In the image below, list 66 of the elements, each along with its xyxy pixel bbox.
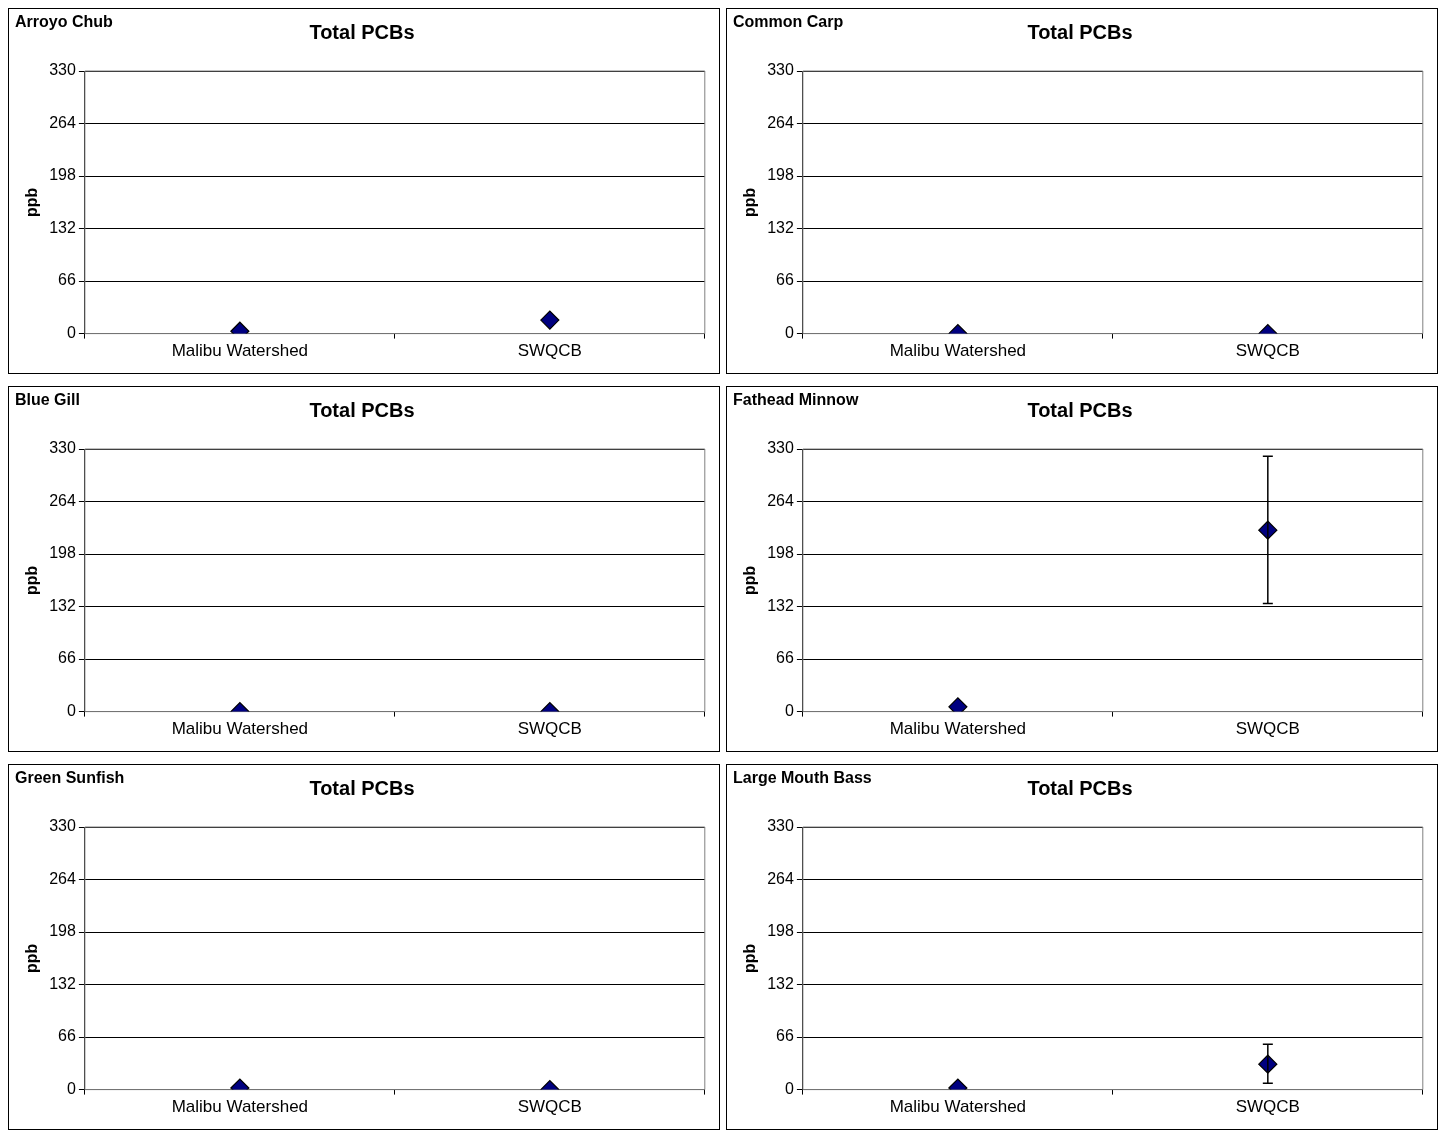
y-tick-label: 264 — [49, 869, 76, 887]
y-axis-title: ppb — [741, 187, 759, 217]
y-axis-title: ppb — [23, 565, 41, 595]
y-axis-title: ppb — [23, 187, 41, 217]
y-tick-label: 198 — [767, 544, 794, 562]
y-tick-label: 330 — [767, 817, 794, 835]
y-axis-title: ppb — [23, 943, 41, 973]
y-tick-label: 66 — [58, 1027, 76, 1045]
y-tick-label: 0 — [784, 324, 794, 342]
y-tick-label: 330 — [767, 439, 794, 457]
y-tick-label: 0 — [66, 702, 76, 720]
x-tick-label: Malibu Watershed — [889, 341, 1027, 361]
text: Blue Gill — [15, 391, 80, 409]
x-tick-label: SWQCB — [1235, 1097, 1300, 1117]
text: Fathead Minnow — [733, 391, 859, 409]
x-tick-label: Malibu Watershed — [171, 719, 309, 739]
y-tick-label: 198 — [49, 166, 76, 184]
y-tick-label: 330 — [767, 61, 794, 79]
y-tick-label: 132 — [767, 974, 794, 992]
y-tick-label: 0 — [784, 702, 794, 720]
x-tick-label: SWQCB — [517, 1097, 582, 1117]
y-tick-label: 264 — [767, 869, 794, 887]
y-tick-label: 66 — [58, 271, 76, 289]
chart-title: Total PCBs — [309, 776, 415, 799]
y-tick-label: 264 — [767, 113, 794, 131]
text: Arroyo Chub — [15, 13, 113, 31]
y-tick-label: 66 — [776, 271, 794, 289]
y-tick-label: 198 — [49, 544, 76, 562]
x-tick-label: Malibu Watershed — [171, 341, 309, 361]
y-tick-label: 198 — [767, 166, 794, 184]
y-tick-label: 132 — [767, 596, 794, 614]
x-tick-label: Malibu Watershed — [889, 1097, 1027, 1117]
y-tick-label: 0 — [66, 324, 76, 342]
y-tick-label: 264 — [49, 491, 76, 509]
chart-title: Total PCBs — [1027, 20, 1133, 43]
y-tick-label: 264 — [767, 491, 794, 509]
y-tick-label: 66 — [58, 649, 76, 667]
y-tick-label: 0 — [784, 1080, 794, 1098]
chart-title: Total PCBs — [309, 20, 415, 43]
y-tick-label: 198 — [767, 922, 794, 940]
x-tick-label: SWQCB — [517, 719, 582, 739]
y-tick-label: 330 — [49, 439, 76, 457]
y-tick-label: 132 — [49, 974, 76, 992]
x-tick-label: Malibu Watershed — [889, 719, 1027, 739]
y-tick-label: 132 — [767, 218, 794, 236]
y-axis-title: ppb — [741, 565, 759, 595]
x-tick-label: SWQCB — [517, 341, 582, 361]
text: Green Sunfish — [15, 769, 125, 787]
y-tick-label: 198 — [49, 922, 76, 940]
y-tick-label: 132 — [49, 596, 76, 614]
chart-title: Total PCBs — [1027, 398, 1133, 421]
text: Common Carp — [733, 13, 844, 31]
text: Large Mouth Bass — [733, 769, 872, 787]
y-tick-label: 330 — [49, 817, 76, 835]
chart-title: Total PCBs — [309, 398, 415, 421]
x-tick-label: SWQCB — [1235, 341, 1300, 361]
y-axis-title: ppb — [741, 943, 759, 973]
y-tick-label: 66 — [776, 649, 794, 667]
y-tick-label: 132 — [49, 218, 76, 236]
x-tick-label: Malibu Watershed — [171, 1097, 309, 1117]
x-tick-label: SWQCB — [1235, 719, 1300, 739]
y-tick-label: 330 — [49, 61, 76, 79]
y-tick-label: 264 — [49, 113, 76, 131]
y-tick-label: 0 — [66, 1080, 76, 1098]
y-tick-label: 66 — [776, 1027, 794, 1045]
chart-title: Total PCBs — [1027, 776, 1133, 799]
